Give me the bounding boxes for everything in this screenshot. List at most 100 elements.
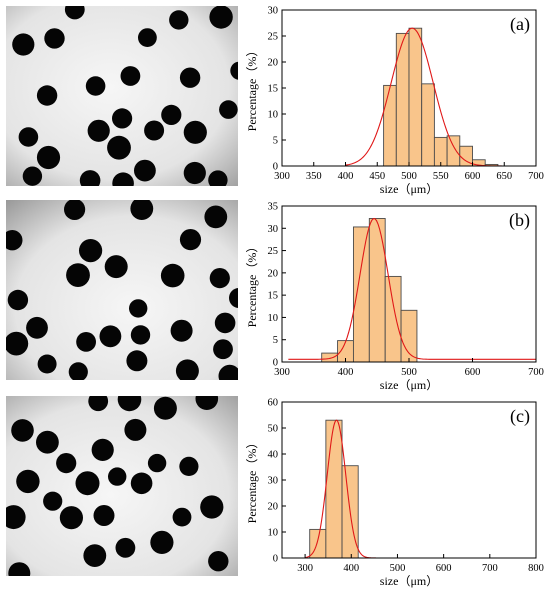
- particle: [83, 544, 107, 567]
- histogram-bar: [384, 275, 402, 363]
- y-tick-label: 20: [268, 502, 279, 513]
- particle: [59, 506, 83, 530]
- particle: [150, 530, 174, 554]
- particle: [43, 491, 63, 511]
- x-axis-label: size（μm）: [380, 574, 438, 588]
- panel-label: (b): [509, 210, 530, 231]
- histogram-bar: [446, 135, 461, 167]
- particle: [36, 145, 61, 170]
- y-tick-label: 25: [268, 246, 279, 257]
- particle: [214, 312, 236, 334]
- x-tick-label: 600: [465, 367, 481, 378]
- histogram-bar: [383, 84, 397, 167]
- x-tick-label: 350: [306, 171, 322, 182]
- y-tick-label: 0: [273, 554, 278, 565]
- particle: [104, 255, 128, 279]
- histogram-bar: [395, 32, 410, 167]
- particle: [22, 166, 43, 186]
- particle: [64, 200, 86, 220]
- y-tick-label: 10: [268, 528, 279, 539]
- y-tick-label: 30: [268, 6, 279, 17]
- x-tick-label: 400: [338, 171, 354, 182]
- particle: [6, 331, 29, 356]
- particle: [153, 396, 177, 420]
- particle: [169, 10, 189, 30]
- x-tick-label: 500: [401, 171, 417, 182]
- particle: [6, 230, 23, 251]
- y-tick-label: 0: [273, 358, 278, 369]
- particle: [91, 438, 114, 461]
- particle: [99, 325, 122, 348]
- particle: [56, 453, 77, 474]
- x-tick-label: 400: [343, 563, 359, 574]
- x-tick-label: 600: [465, 171, 481, 182]
- particle: [16, 469, 40, 494]
- histogram-b: 300 400 500 600 700 0 5 10 15 20 25 30 35 size（μm） Per…: [240, 196, 550, 393]
- micrograph-b: [6, 200, 238, 380]
- y-axis-label: Percentage（%）: [245, 241, 259, 328]
- particle: [183, 161, 206, 185]
- particle: [170, 319, 193, 342]
- particle: [208, 170, 228, 186]
- particle: [130, 472, 153, 495]
- particle: [6, 505, 26, 530]
- micrograph-a: [6, 6, 238, 186]
- histogram-bar: [421, 83, 435, 167]
- histogram-bar: [325, 419, 343, 559]
- y-tick-label: 30: [268, 476, 279, 487]
- particle: [130, 325, 151, 345]
- particle: [183, 120, 207, 144]
- particle: [179, 456, 199, 476]
- histogram-bar: [408, 27, 423, 167]
- x-tick-label: 300: [274, 367, 290, 378]
- particle: [44, 28, 65, 49]
- particle: [213, 339, 233, 360]
- particle: [129, 299, 148, 318]
- x-axis-label: size（μm）: [380, 182, 438, 196]
- particle: [160, 263, 185, 288]
- particle: [87, 119, 110, 142]
- histogram-c: 300 400 500 600 700 800 0 10 20 30 40 50 60 size（μm） P…: [240, 392, 550, 589]
- particle: [12, 33, 35, 56]
- particle: [107, 135, 131, 160]
- y-tick-label: 40: [268, 450, 279, 461]
- particle: [172, 507, 192, 527]
- panel-label: (a): [510, 14, 530, 35]
- y-tick-label: 20: [268, 58, 279, 69]
- particle: [112, 108, 133, 129]
- y-tick-label: 15: [268, 84, 279, 95]
- particle: [144, 120, 165, 141]
- particle: [18, 127, 39, 147]
- particle: [36, 430, 59, 454]
- particle: [93, 505, 115, 526]
- particle: [79, 239, 103, 263]
- particle: [200, 495, 224, 519]
- histogram-a: 300 350 400 450 500 550 600 650 700 0 5 10 15 20 25 30 s…: [240, 0, 550, 197]
- y-tick-label: 5: [273, 335, 278, 346]
- particle: [108, 467, 127, 486]
- particle: [179, 229, 202, 251]
- particle: [218, 364, 238, 380]
- x-tick-label: 500: [401, 367, 417, 378]
- y-tick-label: 35: [268, 202, 279, 213]
- particle: [79, 170, 101, 186]
- particle: [88, 396, 109, 412]
- particle: [117, 396, 142, 412]
- particle: [85, 76, 106, 96]
- x-tick-label: 600: [436, 563, 452, 574]
- particle: [7, 289, 29, 311]
- particle: [66, 263, 90, 287]
- particle: [115, 537, 136, 558]
- y-axis-label: Percentage（%）: [245, 437, 259, 524]
- x-tick-label: 400: [338, 367, 354, 378]
- particle: [138, 28, 157, 47]
- y-tick-label: 60: [268, 398, 279, 409]
- x-tick-label: 700: [528, 367, 544, 378]
- particle: [195, 396, 219, 410]
- particle: [229, 288, 238, 308]
- x-axis-label: size（μm）: [380, 378, 438, 392]
- y-tick-label: 10: [268, 313, 279, 324]
- histogram-bar: [368, 218, 386, 363]
- histogram-bar: [433, 136, 448, 167]
- x-tick-label: 300: [274, 171, 290, 182]
